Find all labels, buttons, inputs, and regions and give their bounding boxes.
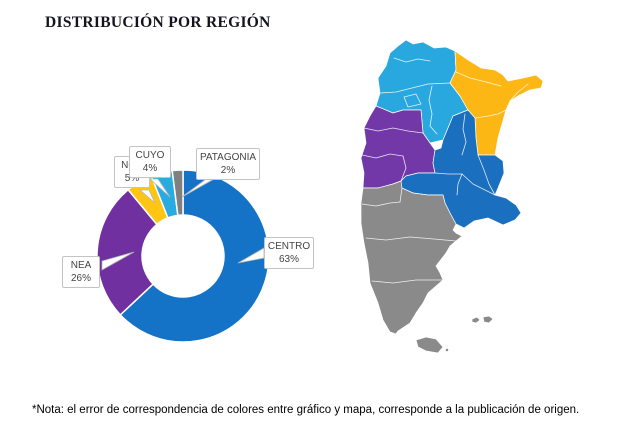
map-island-tierra-del-fuego [415,336,444,354]
callout-line-nea [101,251,135,271]
label-noa-value: 5% [124,173,140,184]
label-centro-value: 63% [278,254,299,265]
label-cuyo-name: CUYO [135,150,165,161]
pie-slice-patagonia [171,169,184,217]
label-patagonia: PATAGONIA 2% [196,148,260,180]
donut-slices [96,169,270,343]
map-region-nea [449,50,544,156]
map-region-patagonia [360,180,463,335]
pie-slice-centro [119,169,270,343]
label-cuyo: CUYO 4% [129,146,171,178]
label-nea-name: NEA [70,260,92,271]
label-nea-value: 26% [70,273,91,284]
map-province-borders [361,57,529,284]
label-centro-name: CENTRO [267,241,311,252]
map-islet [445,348,449,352]
label-patagonia-name: PATAGONIA [199,152,257,163]
argentina-regions-map [360,39,544,354]
map-island-malvinas-east [482,315,494,324]
label-cuyo-value: 4% [142,163,158,174]
callout-line-noa [138,189,156,204]
page-title: DISTRIBUCIÓN POR REGIÓN [45,14,271,31]
callout-leader-lines [101,178,265,271]
label-centro: CENTRO 63% [264,237,314,269]
label-patagonia-value: 2% [220,165,236,176]
pie-slice-nea [96,188,158,316]
label-nea: NEA 26% [62,256,100,288]
map-island-malvinas-west [471,316,481,324]
callout-line-cuyo [148,178,171,198]
footnote: *Nota: el error de correspondencia de co… [32,404,580,416]
